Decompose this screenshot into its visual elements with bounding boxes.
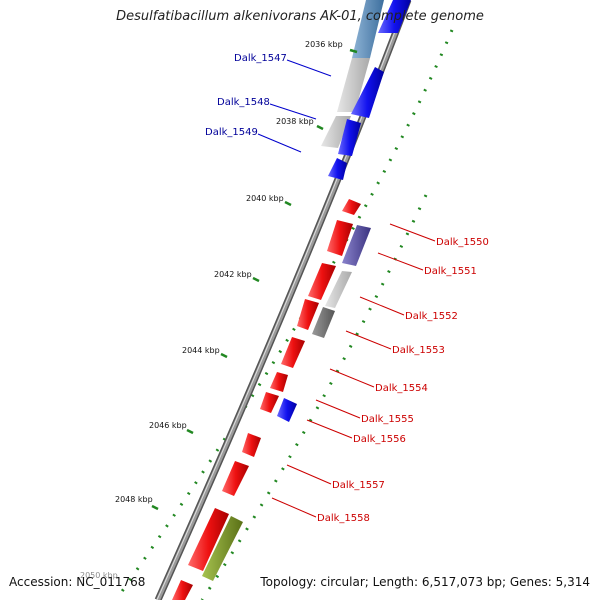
outer-dotted-track bbox=[114, 29, 454, 600]
kbp-label-2038: 2038 kbp bbox=[276, 117, 314, 126]
leader-1558 bbox=[271, 497, 317, 518]
kbp-label-2044: 2044 kbp bbox=[182, 346, 220, 355]
gene-olive bbox=[202, 516, 243, 581]
gene-red-1551 bbox=[327, 220, 353, 256]
kbp-labels: 2036 kbp 2038 kbp 2040 kbp 2042 kbp 2044… bbox=[80, 40, 343, 580]
gene-red-1557 bbox=[242, 433, 261, 457]
gene-label-1558[interactable]: Dalk_1558 bbox=[317, 513, 370, 524]
leader-1548 bbox=[269, 103, 317, 120]
gene-darkgrey-1553 bbox=[312, 307, 335, 338]
gene-label-1548[interactable]: Dalk_1548 bbox=[217, 97, 270, 108]
gene-label-1557[interactable]: Dalk_1557 bbox=[332, 480, 385, 491]
gene-red-1553 bbox=[297, 299, 319, 330]
gene-blue-1547 bbox=[351, 67, 384, 118]
gene-red-1558 bbox=[222, 461, 249, 496]
forward-labels: Dalk_1550 Dalk_1551 Dalk_1552 Dalk_1553 … bbox=[317, 237, 489, 524]
leader-1547 bbox=[286, 59, 332, 77]
gene-red-bottom bbox=[172, 580, 193, 600]
accession-label: Accession: NC_011768 bbox=[9, 575, 146, 589]
forward-leaders bbox=[271, 223, 436, 518]
leader-1554 bbox=[329, 368, 375, 388]
leader-1552 bbox=[359, 296, 405, 316]
map-title: Desulfatibacillum alkenivorans AK-01, co… bbox=[116, 9, 484, 24]
gene-label-1551[interactable]: Dalk_1551 bbox=[424, 266, 477, 277]
gene-block-steel bbox=[352, 0, 384, 58]
kbp-label-2048: 2048 kbp bbox=[115, 495, 153, 504]
tick-2048 bbox=[151, 504, 159, 511]
tick-2040 bbox=[284, 200, 292, 207]
leader-1555 bbox=[315, 399, 361, 419]
leader-1556 bbox=[306, 419, 353, 439]
gene-label-1554[interactable]: Dalk_1554 bbox=[375, 383, 428, 394]
reverse-labels: Dalk_1547 Dalk_1548 Dalk_1549 bbox=[205, 53, 287, 138]
gene-label-1556[interactable]: Dalk_1556 bbox=[353, 434, 406, 445]
gene-label-1547[interactable]: Dalk_1547 bbox=[234, 53, 287, 64]
gene-label-1553[interactable]: Dalk_1553 bbox=[392, 345, 445, 356]
gene-blue-1556 bbox=[277, 398, 297, 422]
gene-block-grey-1549 bbox=[321, 116, 351, 148]
kbp-label-2040: 2040 kbp bbox=[246, 194, 284, 203]
gene-red-1554 bbox=[281, 337, 305, 368]
gene-blue-1549 bbox=[328, 158, 347, 180]
tick-2038 bbox=[316, 124, 324, 131]
gene-purple-1551 bbox=[342, 225, 371, 266]
kbp-label-2050: 2050 kbp bbox=[80, 571, 118, 580]
leader-1551 bbox=[377, 252, 424, 271]
tick-2036 bbox=[349, 48, 358, 54]
kbp-label-2036: 2036 kbp bbox=[305, 40, 343, 49]
leader-1553 bbox=[345, 330, 392, 350]
reverse-leaders bbox=[257, 59, 332, 153]
kbp-label-2046: 2046 kbp bbox=[149, 421, 187, 430]
gene-label-1555[interactable]: Dalk_1555 bbox=[361, 414, 414, 425]
gene-blue-top bbox=[378, 0, 411, 33]
gene-label-1550[interactable]: Dalk_1550 bbox=[436, 237, 489, 248]
leader-1549 bbox=[257, 133, 302, 153]
gene-red-1555 bbox=[270, 372, 288, 392]
kbp-ticks bbox=[151, 48, 358, 511]
gene-block-grey-1547 bbox=[337, 58, 370, 112]
inner-dotted-track bbox=[200, 194, 428, 600]
gene-label-1552[interactable]: Dalk_1552 bbox=[405, 311, 458, 322]
tick-2046 bbox=[186, 428, 194, 435]
genome-summary: Topology: circular; Length: 6,517,073 bp… bbox=[260, 575, 590, 589]
tick-2044 bbox=[220, 352, 228, 359]
gene-blue-1548 bbox=[338, 119, 361, 156]
gene-red-1556 bbox=[260, 392, 279, 413]
gene-label-1549[interactable]: Dalk_1549 bbox=[205, 127, 258, 138]
leader-1557 bbox=[286, 464, 332, 485]
kbp-label-2042: 2042 kbp bbox=[214, 270, 252, 279]
gene-grey-1552 bbox=[325, 271, 352, 308]
tick-2042 bbox=[252, 276, 260, 283]
gene-red-1550 bbox=[342, 199, 361, 215]
leader-1550 bbox=[389, 223, 436, 242]
gene-red-1552 bbox=[308, 263, 336, 300]
gene-red-long bbox=[188, 508, 229, 571]
